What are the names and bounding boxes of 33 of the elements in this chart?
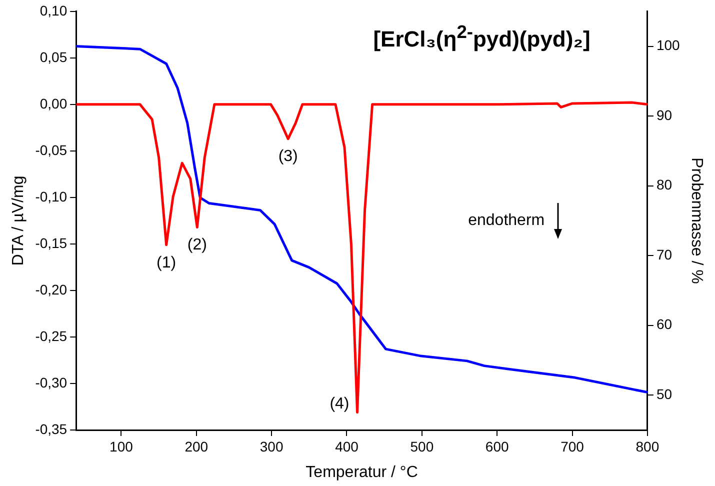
annotation: (3) <box>278 148 298 166</box>
x-tick-label: 500 <box>410 438 434 454</box>
y-tick-label: -0,25 <box>35 328 68 344</box>
y-tick-label: -0,05 <box>35 142 68 158</box>
x-tick-label: 600 <box>485 438 509 454</box>
annotation: (4) <box>330 396 350 413</box>
y-axis-title: DTA / µV/mg <box>10 176 28 266</box>
x-tick-label: 800 <box>636 438 660 454</box>
x-tick-label: 300 <box>260 438 284 454</box>
annotation: (1) <box>156 254 176 272</box>
y2-tick-label: 60 <box>656 316 672 332</box>
y-tick-label: -0,20 <box>35 281 68 298</box>
y2-tick-label: 100 <box>656 37 680 54</box>
text: [ErCl₃(η$^{2-}$pyd)(pyd)₂] <box>373 21 590 53</box>
y2-tick-label: 70 <box>656 246 672 262</box>
y2-tick-label: 90 <box>656 106 672 123</box>
annotation: endotherm <box>468 212 545 230</box>
y2-tick-label: 80 <box>656 176 672 193</box>
x-tick-label: 700 <box>560 438 584 454</box>
y-tick-label: -0,15 <box>35 234 68 251</box>
y2-tick-label: 50 <box>656 386 672 402</box>
y-tick-label: 0,00 <box>40 95 68 112</box>
x-tick-label: 100 <box>110 438 134 454</box>
x-axis-title: Temperatur / °C <box>306 464 418 481</box>
y-tick-label: 0,10 <box>40 2 68 18</box>
annotation: (2) <box>187 236 207 254</box>
y-tick-label: -0,10 <box>35 188 68 204</box>
y-tick-label: -0,30 <box>35 374 68 390</box>
y-tick-label: -0,35 <box>35 420 68 437</box>
x-tick-label: 200 <box>184 438 208 454</box>
y-tick-label: 0,05 <box>40 48 68 65</box>
y2-axis-title: Probenmasse / % <box>688 158 705 284</box>
x-tick-label: 400 <box>335 438 359 454</box>
